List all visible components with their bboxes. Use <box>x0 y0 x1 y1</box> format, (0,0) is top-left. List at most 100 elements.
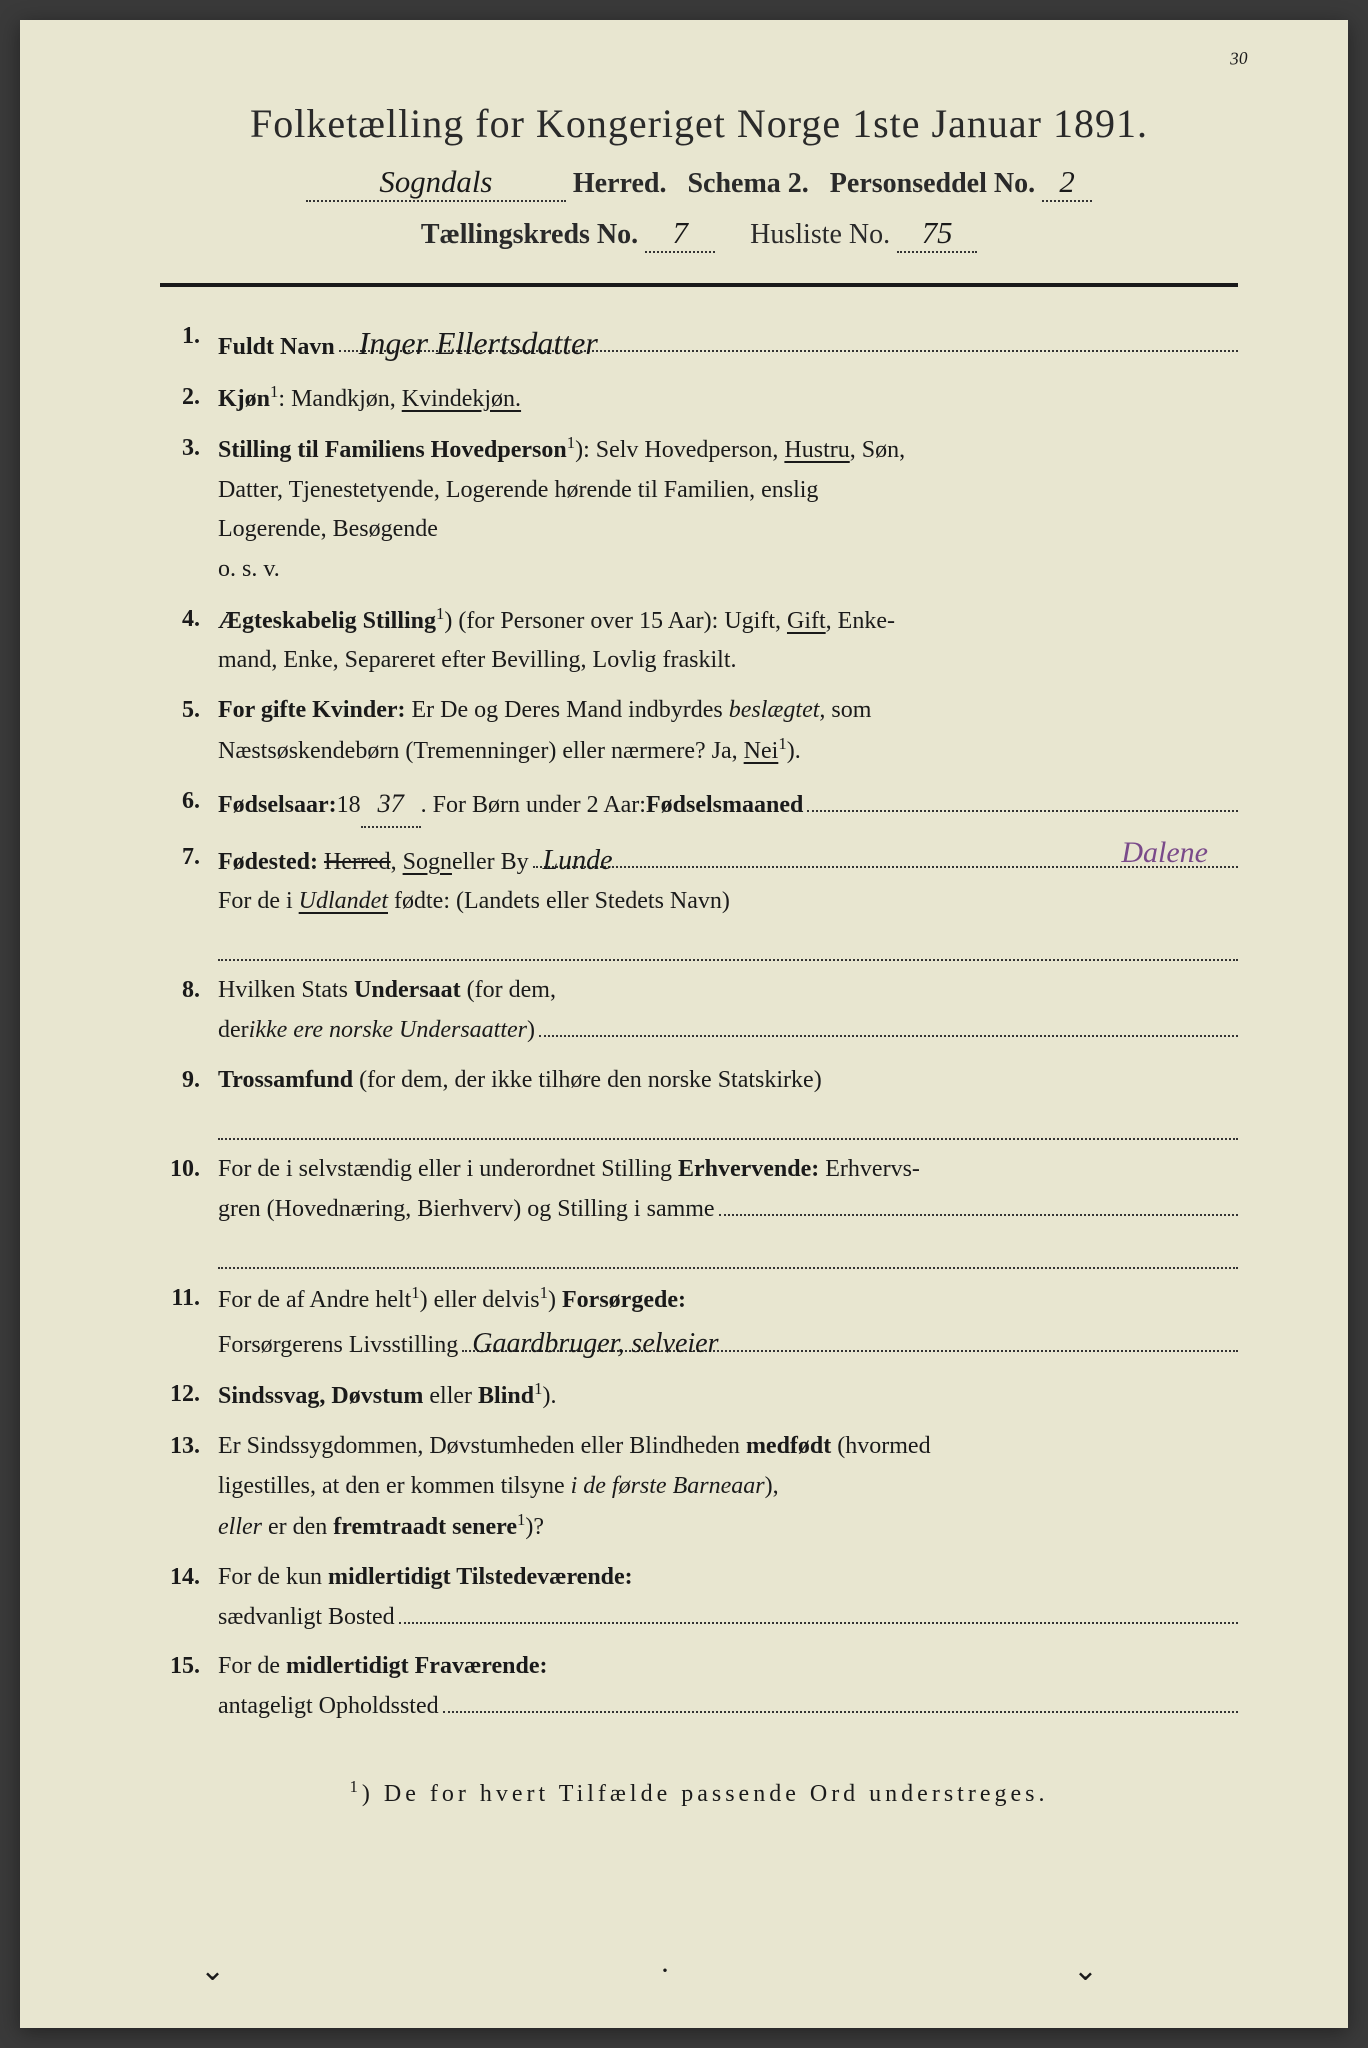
item-12: 12. Sindssvag, Døvstum eller Blind1). <box>160 1375 1238 1417</box>
item-num: 12. <box>160 1375 218 1417</box>
dotted-blank <box>218 1238 1238 1269</box>
text: For de <box>218 1653 286 1679</box>
herred-label: Herred. <box>573 168 667 199</box>
text: ) <box>527 1011 535 1051</box>
tk-label: Tællingskreds No. <box>421 219 638 250</box>
temp-absent-label: midlertidigt Fraværende: <box>286 1653 548 1679</box>
text-italic: Udlandet <box>299 888 388 914</box>
text: Næstsøskendebørn (Tremenninger) eller næ… <box>218 738 744 764</box>
schema-label: Schema 2. <box>687 168 808 199</box>
tick-mark: ⌄ <box>1073 1953 1098 1988</box>
sex-selected: Kvindekjøn. <box>402 386 521 412</box>
text: . For Børn under 2 Aar: <box>421 786 646 826</box>
footnote: 1) De for hvert Tilfælde passende Ord un… <box>160 1777 1238 1808</box>
item-num: 4. <box>160 600 218 681</box>
text: For de af Andre helt <box>218 1287 411 1313</box>
fullname-label: Fuldt Navn <box>218 328 335 368</box>
text: mand, Enke, Separeret efter Bevilling, L… <box>218 647 737 673</box>
text: )? <box>525 1514 544 1540</box>
item-9: 9. Trossamfund (for dem, der ikke tilhør… <box>160 1061 1238 1140</box>
text: For de i selvstændig eller i underordnet… <box>218 1156 678 1182</box>
item-num: 8. <box>160 971 218 1051</box>
item-13: 13. Er Sindssygdommen, Døvstumheden elle… <box>160 1427 1238 1548</box>
footnote-text: ) De for hvert Tilfælde passende Ord und… <box>362 1781 1049 1807</box>
sup: 1 <box>778 734 786 753</box>
text-italic: beslægtet, <box>729 697 826 723</box>
temp-present-label: midlertidigt Tilstedeværende: <box>328 1564 633 1590</box>
text: ), <box>765 1473 779 1499</box>
text: eller <box>423 1383 478 1409</box>
text: eller By <box>452 843 529 883</box>
footnote-sup: 1 <box>350 1777 362 1796</box>
text: Hvilken Stats <box>218 977 354 1003</box>
page-corner-number: 30 <box>1230 48 1249 70</box>
relation-selected: Hustru <box>784 437 849 463</box>
citizenship-label: Undersaat <box>354 977 461 1003</box>
item-14: 14. For de kun midlertidigt Tilstedevære… <box>160 1558 1238 1638</box>
birthyear-value: 37 <box>361 782 421 828</box>
text: (for dem, <box>461 977 556 1003</box>
dependent-label: Forsørgede: <box>562 1287 686 1313</box>
item-num: 6. <box>160 782 218 828</box>
husliste-label: Husliste No. <box>750 219 890 250</box>
text: ) <box>548 1287 562 1313</box>
item-7: 7. Fødested: Herred, Sogn eller By Lunde… <box>160 838 1238 962</box>
dotted-blank <box>218 1109 1238 1140</box>
marital-label: Ægteskabelig Stilling <box>218 608 436 634</box>
header-line-1: Sogndals Herred. Schema 2. Personseddel … <box>160 165 1238 202</box>
text: Er Sindssygdommen, Døvstumheden eller Bl… <box>218 1433 746 1459</box>
blind-label: Blind <box>478 1383 534 1409</box>
marital-selected: Gift <box>787 608 826 634</box>
item-15: 15. For de midlertidigt Fraværende: anta… <box>160 1647 1238 1727</box>
text: ). <box>542 1383 556 1409</box>
personseddel-label: Personseddel No. <box>830 168 1035 199</box>
item-num: 11. <box>160 1279 218 1365</box>
header-line-2: Tællingskreds No. 7 Husliste No. 75 <box>160 216 1238 253</box>
text: (hvormed <box>831 1433 930 1459</box>
birthplace-label: Fødested: <box>218 843 318 883</box>
dotted-blank <box>719 1190 1238 1216</box>
sup: 1 <box>567 433 575 452</box>
fullname-value: Inger Ellertsdatter <box>339 317 1238 352</box>
form-title: Folketælling for Kongeriget Norge 1ste J… <box>160 100 1238 147</box>
text: antageligt Opholdssted <box>218 1687 439 1727</box>
personseddel-no: 2 <box>1042 165 1092 202</box>
item-10: 10. For de i selvstændig eller i underor… <box>160 1150 1238 1269</box>
item-num: 5. <box>160 691 218 772</box>
text: Erhvervs- <box>819 1156 920 1182</box>
relation-label: Stilling til Familiens Hovedperson <box>218 437 567 463</box>
text: gren (Hovednæring, Bierhverv) og Stillin… <box>218 1190 715 1230</box>
item-2: 2. Kjøn1: Mandkjøn, Kvindekjøn. <box>160 378 1238 420</box>
text: ligestilles, at den er kommen tilsyne <box>218 1473 571 1499</box>
item-num: 1. <box>160 317 218 368</box>
disability-label: Sindssvag, Døvstum <box>218 1383 423 1409</box>
item-num: 14. <box>160 1558 218 1638</box>
birthplace-herred: Herred <box>324 843 391 883</box>
text: der <box>218 1011 249 1051</box>
text: (for dem, der ikke tilhøre den norske St… <box>353 1067 822 1093</box>
dotted-blank <box>539 1011 1238 1037</box>
herred-value: Sogndals <box>306 165 566 202</box>
item-8: 8. Hvilken Stats Undersaat (for dem, der… <box>160 971 1238 1051</box>
sex-text: : Mandkjøn, <box>278 386 401 412</box>
year-prefix: 18 <box>337 786 361 826</box>
item-1: 1. Fuldt Navn Inger Ellertsdatter <box>160 317 1238 368</box>
item-num: 9. <box>160 1061 218 1140</box>
item-num: 7. <box>160 838 218 962</box>
text: ) (for Personer over 15 Aar): Ugift, <box>444 608 787 634</box>
husliste-no: 75 <box>897 216 977 253</box>
text: Logerende, Besøgende <box>218 516 438 542</box>
sup: 1 <box>411 1283 419 1302</box>
text: For de i <box>218 888 299 914</box>
text: fødte: (Landets eller Stedets Navn) <box>388 888 730 914</box>
married-women-label: For gifte Kvinder: <box>218 697 406 723</box>
item-3: 3. Stilling til Familiens Hovedperson1):… <box>160 429 1238 589</box>
provider-occupation-value: Gaardbruger, selveier <box>462 1321 1238 1352</box>
text-italic: eller <box>218 1514 262 1540</box>
sup: 1 <box>540 1283 548 1302</box>
dotted-blank <box>218 930 1238 961</box>
dotted-blank <box>443 1687 1238 1713</box>
margin-annotation: Dalene <box>1121 828 1208 878</box>
item-num: 10. <box>160 1150 218 1269</box>
text: ). <box>787 738 801 764</box>
